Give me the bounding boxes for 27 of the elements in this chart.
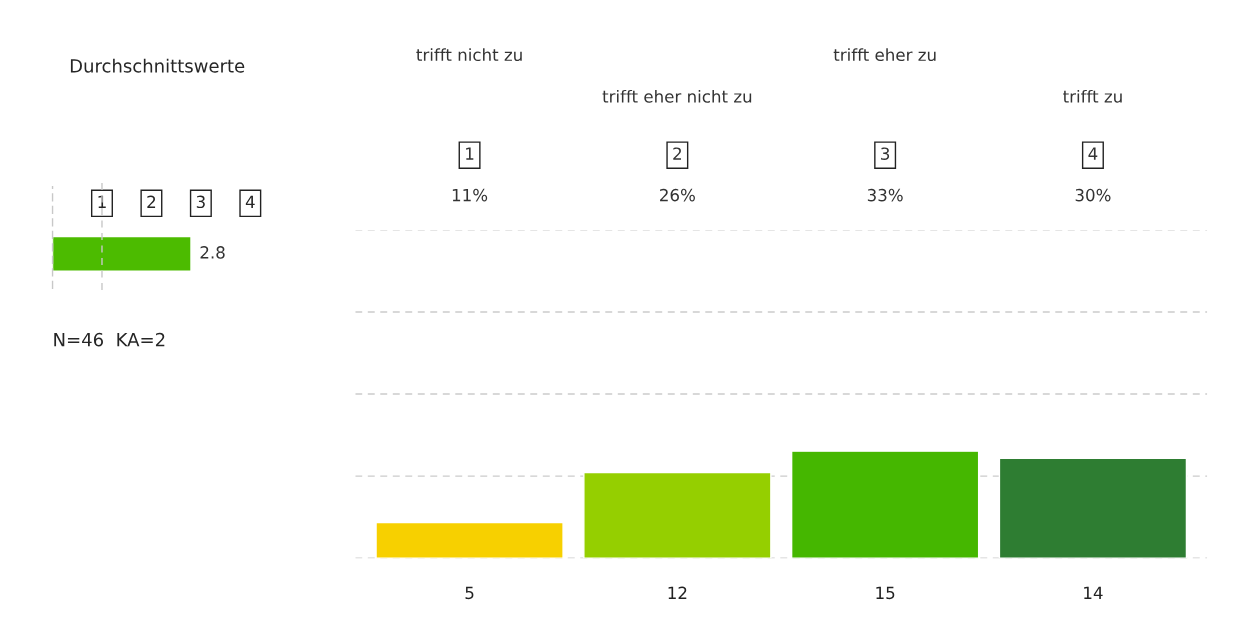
text: 26% bbox=[660, 188, 695, 202]
text: 11% bbox=[452, 188, 488, 202]
data-label: 5 bbox=[465, 586, 474, 600]
x-tick-label: 2 bbox=[147, 195, 156, 208]
data-label: 15 bbox=[876, 586, 895, 600]
data-label: 14 bbox=[1084, 586, 1103, 599]
text: trifft eher nicht zu bbox=[602, 89, 752, 103]
text: trifft nicht zu bbox=[416, 48, 522, 62]
x-tick-label: 4 bbox=[245, 195, 255, 208]
x-tick-label: 3 bbox=[196, 195, 205, 209]
bar bbox=[583, 471, 772, 559]
text: 30% bbox=[1075, 188, 1111, 202]
bar bbox=[790, 450, 980, 559]
text: trifft zu bbox=[1063, 89, 1122, 103]
text: N=46 KA=2 bbox=[54, 332, 165, 347]
x-tick-label: 2 bbox=[673, 147, 681, 160]
data-label: 12 bbox=[668, 586, 687, 599]
x-tick-label: 1 bbox=[98, 195, 106, 208]
text: trifft eher zu bbox=[833, 48, 936, 62]
x-tick-label: 1 bbox=[466, 147, 474, 160]
x-tick-label: 4 bbox=[1088, 147, 1098, 160]
bar bbox=[375, 521, 564, 559]
bar bbox=[998, 457, 1188, 559]
chart-title: Durchschnittswerte bbox=[70, 58, 245, 73]
text: 33% bbox=[867, 188, 903, 202]
data-label: 2.8 bbox=[200, 246, 225, 259]
x-tick-label: 3 bbox=[881, 147, 890, 160]
